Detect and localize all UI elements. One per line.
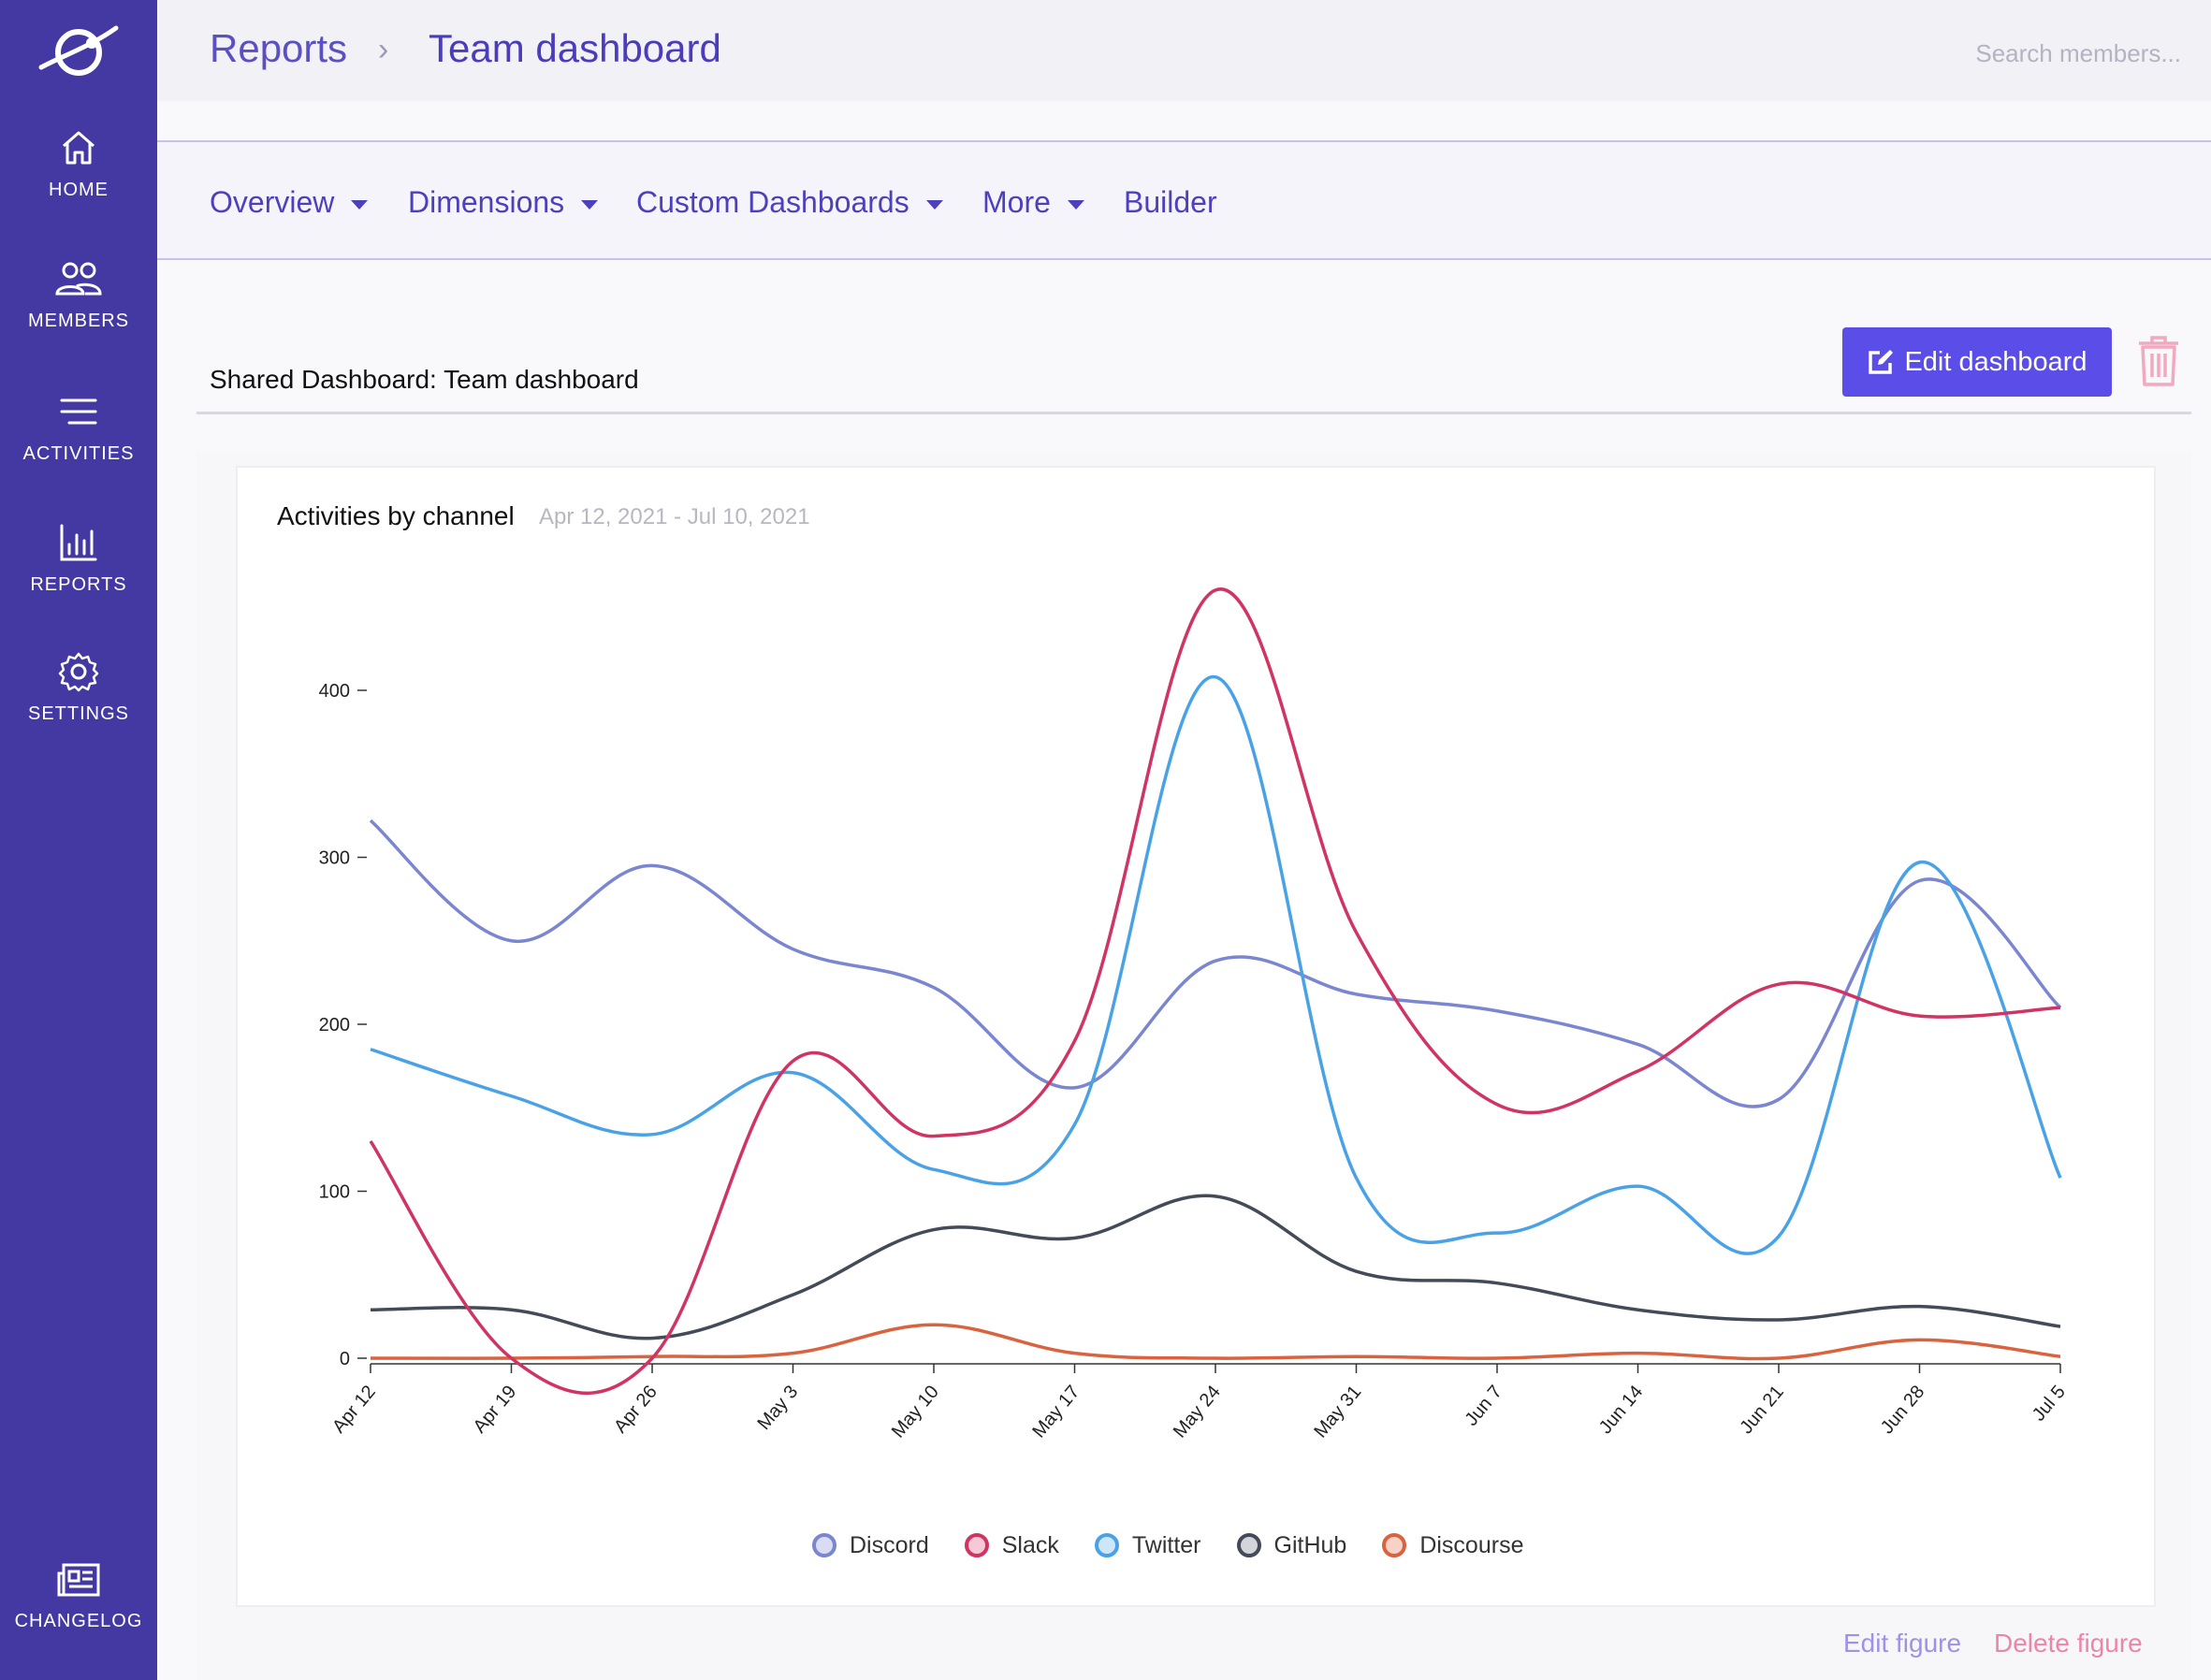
legend-item-github[interactable]: GitHub xyxy=(1236,1531,1347,1559)
figure-date-range: Apr 12, 2021 - Jul 10, 2021 xyxy=(539,504,810,529)
caret-down-icon xyxy=(1067,199,1084,210)
tab-builder[interactable]: Builder xyxy=(1124,185,1217,220)
series-line-slack xyxy=(369,587,2061,1395)
sidebar: HOME MEMBERS ACTIVITIES REPORTS SETTINGS xyxy=(0,0,157,1680)
delete-figure-link[interactable]: Delete figure xyxy=(1994,1629,2143,1658)
x-tick-label: Jul 5 xyxy=(2029,1382,2070,1426)
series-line-discord xyxy=(369,818,2062,1108)
reports-icon xyxy=(60,524,97,561)
x-tick-label: May 17 xyxy=(1028,1382,1084,1441)
trash-icon[interactable] xyxy=(2137,335,2180,387)
x-tick-label: Jun 28 xyxy=(1877,1382,1928,1438)
dashboard-title: Shared Dashboard: Team dashboard xyxy=(210,365,639,394)
series-line-github xyxy=(370,1194,2061,1340)
legend-item-slack[interactable]: Slack xyxy=(964,1531,1059,1559)
sidebar-item-label: SETTINGS xyxy=(27,703,129,724)
line-chart: 0 100 200 300 400 Apr 12 Apr 19 Apr 26 May 3 May … xyxy=(319,587,2070,1441)
legend-label: GitHub xyxy=(1273,1531,1347,1558)
legend-swatch xyxy=(1382,1533,1407,1557)
chart-legend: Discord Slack Twitter GitHub Discourse xyxy=(812,1527,1559,1564)
sidebar-item-label: REPORTS xyxy=(30,574,127,595)
x-tick-label: Jun 21 xyxy=(1736,1382,1787,1438)
x-tick-label: Jun 14 xyxy=(1595,1382,1647,1438)
sidebar-item-members[interactable]: MEMBERS xyxy=(0,258,157,332)
dashboard-header: Shared Dashboard: Team dashboard Edit da… xyxy=(196,309,2191,414)
breadcrumb-separator: › xyxy=(378,32,389,67)
top-bar: Reports › Team dashboard xyxy=(157,0,2211,101)
sidebar-item-label: MEMBERS xyxy=(27,311,130,331)
members-icon xyxy=(55,262,102,296)
search-input[interactable] xyxy=(1898,34,2183,73)
y-tick-label: 0 xyxy=(340,1349,350,1369)
logo-icon[interactable] xyxy=(34,19,124,86)
caret-down-icon xyxy=(351,199,369,210)
x-tick-label: Apr 12 xyxy=(328,1382,380,1437)
sidebar-item-home[interactable]: HOME xyxy=(0,127,157,201)
sidebar-item-activities[interactable]: ACTIVITIES xyxy=(0,391,157,465)
edit-figure-link[interactable]: Edit figure xyxy=(1843,1629,1962,1658)
changelog-icon xyxy=(57,1563,100,1597)
page-title: Team dashboard xyxy=(429,26,721,70)
settings-icon xyxy=(58,652,99,692)
report-nav: Overview Dimensions Custom Dashboards Mo… xyxy=(157,140,2211,260)
series-line-twitter xyxy=(370,674,2062,1255)
breadcrumb-reports[interactable]: Reports xyxy=(210,26,348,70)
tab-label: Custom Dashboards xyxy=(636,185,909,219)
x-tick-label: Apr 19 xyxy=(470,1382,521,1437)
figure-card xyxy=(236,466,2156,1607)
tab-overview[interactable]: Overview xyxy=(210,185,369,220)
tab-label: Overview xyxy=(210,185,335,219)
tab-more[interactable]: More xyxy=(982,185,1084,220)
x-tick-label: Jun 7 xyxy=(1462,1382,1506,1430)
legend-item-discourse[interactable]: Discourse xyxy=(1382,1532,1523,1559)
tab-label: Builder xyxy=(1124,185,1217,219)
caret-down-icon xyxy=(925,199,943,210)
legend-label: Discord xyxy=(850,1531,929,1558)
x-tick-label: May 31 xyxy=(1310,1382,1365,1441)
y-tick-label: 100 xyxy=(319,1182,350,1203)
legend-label: Discourse xyxy=(1419,1531,1524,1558)
x-tick-label: May 24 xyxy=(1170,1382,1225,1441)
legend-label: Slack xyxy=(1001,1531,1059,1558)
edit-dashboard-button[interactable]: Edit dashboard xyxy=(1842,327,2112,397)
legend-item-twitter[interactable]: Twitter xyxy=(1094,1531,1201,1559)
tab-dimensions[interactable]: Dimensions xyxy=(408,185,599,220)
x-tick-label: Apr 26 xyxy=(610,1382,662,1437)
legend-swatch xyxy=(1094,1533,1119,1557)
figure-title: Activities by channel xyxy=(277,501,515,530)
x-tick-label: May 3 xyxy=(753,1382,802,1434)
legend-swatch xyxy=(964,1533,989,1557)
legend-item-discord[interactable]: Discord xyxy=(812,1532,929,1559)
sidebar-item-settings[interactable]: SETTINGS xyxy=(0,651,157,725)
activities-icon xyxy=(60,398,97,425)
sidebar-item-changelog[interactable]: CHANGELOG xyxy=(0,1562,157,1632)
edit-icon xyxy=(1869,350,1894,374)
sidebar-item-label: ACTIVITIES xyxy=(22,443,135,464)
tab-label: More xyxy=(982,185,1051,219)
legend-swatch xyxy=(1236,1533,1261,1557)
sidebar-item-label: HOME xyxy=(49,180,109,200)
series-line-discourse xyxy=(370,1323,2061,1361)
tab-label: Dimensions xyxy=(408,185,565,219)
legend-label: Twitter xyxy=(1131,1531,1201,1558)
y-tick-label: 200 xyxy=(319,1015,350,1036)
sidebar-item-reports[interactable]: REPORTS xyxy=(0,522,157,596)
legend-swatch xyxy=(812,1533,836,1557)
caret-down-icon xyxy=(581,199,599,210)
y-tick-label: 300 xyxy=(319,848,350,869)
edit-dashboard-label: Edit dashboard xyxy=(1904,346,2087,377)
y-tick-label: 400 xyxy=(319,681,350,702)
tab-custom-dashboards[interactable]: Custom Dashboards xyxy=(636,185,943,220)
home-icon xyxy=(63,131,95,165)
x-tick-label: May 10 xyxy=(888,1382,943,1441)
sidebar-item-label: CHANGELOG xyxy=(14,1611,143,1631)
